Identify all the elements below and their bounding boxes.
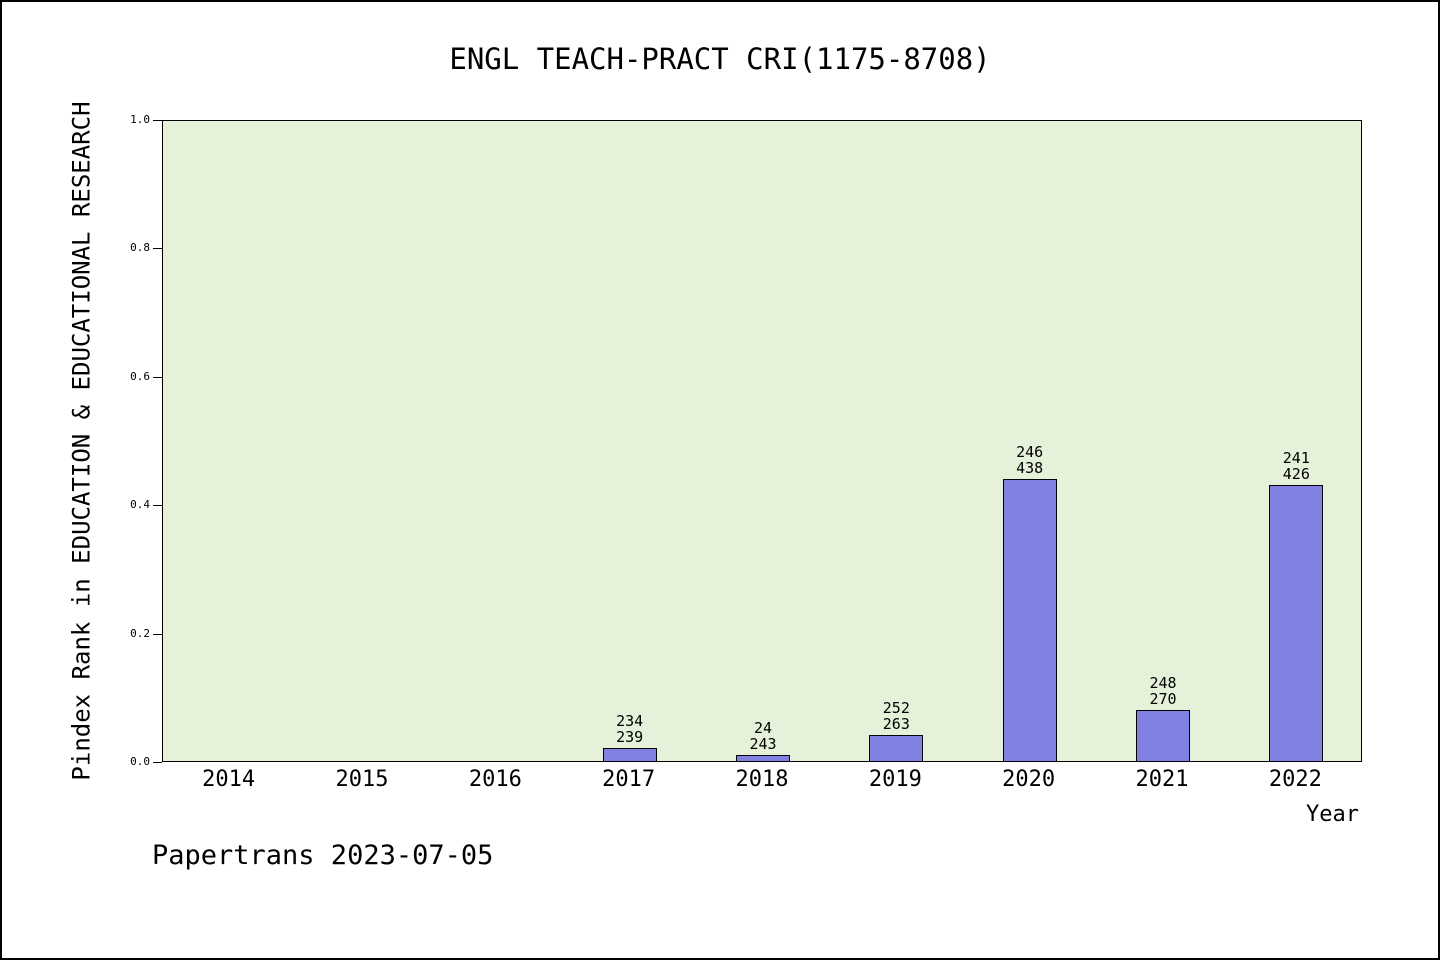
y-tick-mark — [153, 248, 162, 250]
x-tick-label: 2014 — [202, 767, 256, 792]
x-tick-label: 2017 — [602, 767, 656, 792]
bar-2021 — [1136, 709, 1190, 761]
bar-value-label: 234 239 — [616, 712, 644, 747]
bar-value-label: 241 426 — [1282, 448, 1310, 483]
bar-2020 — [1002, 478, 1057, 761]
x-tick-label: 2016 — [468, 767, 522, 792]
x-tick-label: 2015 — [335, 767, 389, 792]
y-tick-label: 0.6 — [130, 369, 150, 383]
bar-2019 — [869, 735, 924, 761]
bar-value-label: 24 243 — [749, 718, 777, 753]
x-tick-label: 2021 — [1135, 767, 1189, 792]
chart-title: ENGL TEACH-PRACT CRI(1175-8708) — [449, 42, 991, 76]
bars-layer: 234 239 24 243 252 263 246 438 248 270 241 42… — [163, 121, 1361, 761]
bar-value-label: 252 263 — [882, 699, 910, 734]
plot-area: 234 239 24 243 252 263 246 438 248 270 241 42… — [162, 120, 1362, 762]
y-axis-label-wrap: Pindex Rank in EDUCATION & EDUCATIONAL R… — [2, 101, 162, 780]
y-tick-mark — [153, 376, 162, 378]
y-tick-mark — [153, 505, 162, 507]
x-axis-label: Year — [1306, 802, 1359, 827]
x-tick-label: 2020 — [1002, 767, 1056, 792]
bar-value-label: 246 438 — [1016, 442, 1044, 477]
x-tick-label: 2019 — [868, 767, 922, 792]
bar-2018 — [736, 754, 790, 761]
y-tick-label: 0.8 — [130, 241, 150, 255]
y-tick-mark — [153, 120, 162, 121]
x-tick-label: 2022 — [1268, 767, 1322, 792]
y-tick-label: 0.4 — [130, 498, 150, 512]
y-axis-label: Pindex Rank in EDUCATION & EDUCATIONAL R… — [68, 101, 96, 781]
bar-2022 — [1269, 484, 1324, 761]
bar-value-label: 248 270 — [1149, 673, 1177, 708]
y-tick-mark — [153, 762, 162, 763]
y-tick-label: 0.2 — [130, 626, 150, 640]
x-tick-label: 2018 — [735, 767, 789, 792]
bar-2017 — [602, 748, 657, 761]
y-tick-label: 0.0 — [130, 755, 150, 768]
footer-watermark: Papertrans 2023-07-05 — [152, 840, 494, 871]
y-tick-mark — [153, 633, 162, 635]
y-tick-label: 1.0 — [130, 113, 150, 126]
